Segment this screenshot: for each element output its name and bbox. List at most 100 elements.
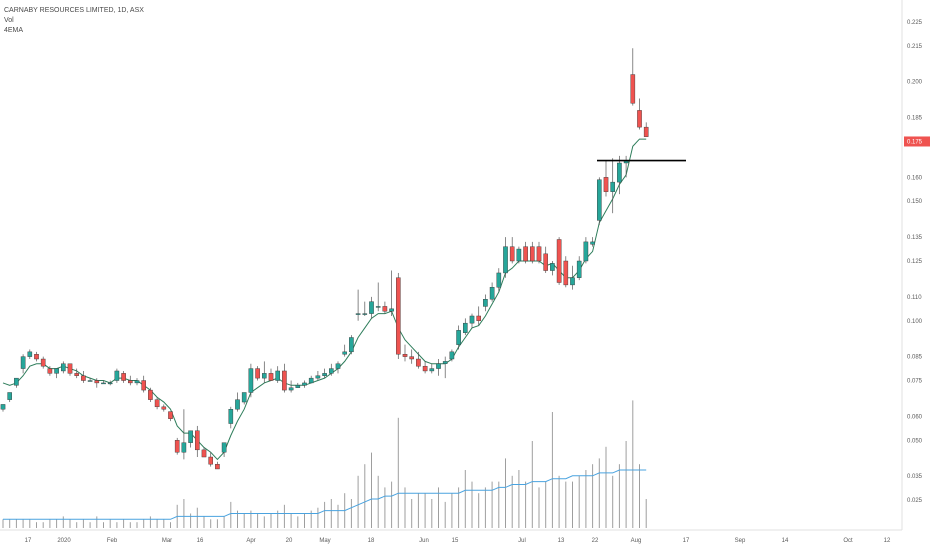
candle[interactable] (262, 361, 267, 383)
candle[interactable] (416, 351, 421, 369)
candle[interactable] (516, 246, 522, 264)
candle[interactable] (469, 313, 475, 328)
candle[interactable] (375, 282, 381, 312)
candle[interactable] (402, 344, 408, 362)
candle[interactable] (489, 282, 495, 302)
candle[interactable] (54, 368, 59, 379)
candle[interactable] (563, 256, 569, 288)
candle[interactable] (576, 256, 582, 281)
candle[interactable] (121, 370, 126, 383)
candle[interactable] (208, 452, 214, 467)
volume-indicator-label[interactable]: Vol (4, 17, 14, 24)
candle[interactable] (409, 349, 415, 364)
candle[interactable] (637, 98, 642, 130)
candle[interactable] (288, 380, 294, 393)
candle[interactable] (241, 392, 247, 405)
candle[interactable] (14, 377, 19, 388)
candle[interactable] (335, 361, 341, 374)
candle[interactable] (302, 380, 307, 388)
candle[interactable] (610, 158, 615, 214)
candle[interactable] (7, 392, 12, 403)
candle[interactable] (597, 177, 602, 226)
candle[interactable] (476, 306, 482, 326)
candle[interactable] (248, 363, 254, 398)
candle[interactable] (503, 237, 508, 278)
candle[interactable] (329, 363, 334, 376)
candle[interactable] (27, 349, 33, 360)
candle[interactable] (456, 325, 461, 350)
candle[interactable] (355, 289, 361, 321)
candle[interactable] (221, 442, 227, 458)
candle[interactable] (181, 409, 187, 460)
candle[interactable] (449, 349, 455, 362)
candle[interactable] (174, 437, 180, 455)
candle[interactable] (201, 447, 207, 458)
candle[interactable] (0, 404, 6, 412)
candle[interactable] (643, 122, 649, 137)
candle[interactable] (228, 406, 234, 429)
candle[interactable] (543, 246, 548, 273)
candle[interactable] (369, 296, 374, 319)
candle[interactable] (422, 361, 428, 374)
candle[interactable] (536, 241, 542, 264)
candle[interactable] (496, 268, 502, 293)
candle[interactable] (442, 356, 448, 379)
ema-indicator-label[interactable]: 4EMA (4, 27, 24, 34)
candle[interactable] (322, 368, 327, 379)
candle[interactable] (349, 335, 354, 355)
candle[interactable] (268, 368, 274, 381)
candle[interactable] (483, 294, 488, 312)
candle[interactable] (87, 378, 93, 382)
candle[interactable] (389, 270, 394, 316)
candle[interactable] (429, 363, 435, 374)
candle[interactable] (556, 237, 562, 285)
candle[interactable] (188, 430, 193, 448)
candle[interactable] (148, 387, 153, 403)
candle[interactable] (161, 404, 167, 412)
candle[interactable] (617, 155, 622, 195)
candle[interactable] (74, 368, 79, 379)
candle[interactable] (194, 425, 200, 458)
candle[interactable] (630, 48, 636, 106)
candle[interactable] (94, 378, 100, 388)
candle[interactable] (308, 375, 314, 384)
candle[interactable] (107, 380, 113, 386)
volume-bar (444, 501, 446, 528)
candle[interactable] (275, 366, 281, 383)
candle[interactable] (67, 363, 73, 376)
candle[interactable] (463, 318, 468, 336)
candle[interactable] (282, 363, 287, 393)
candle[interactable] (235, 392, 240, 412)
candle[interactable] (40, 356, 46, 369)
candle[interactable] (530, 241, 535, 264)
candle[interactable] (134, 378, 140, 386)
candle[interactable] (523, 241, 528, 264)
candle[interactable] (315, 370, 321, 381)
candle[interactable] (550, 261, 555, 276)
candle[interactable] (583, 237, 589, 264)
candle[interactable] (154, 397, 160, 410)
candle[interactable] (362, 301, 368, 316)
candle[interactable] (20, 354, 26, 374)
candle[interactable] (114, 368, 120, 383)
candle[interactable] (436, 359, 441, 376)
candle[interactable] (295, 382, 301, 388)
candle[interactable] (382, 301, 388, 314)
candle[interactable] (127, 375, 133, 386)
candle[interactable] (590, 237, 595, 247)
candle[interactable] (81, 370, 86, 383)
candle[interactable] (34, 351, 39, 362)
candle[interactable] (396, 272, 401, 360)
candle[interactable] (215, 461, 220, 470)
candle[interactable] (141, 375, 147, 393)
candle[interactable] (255, 366, 260, 381)
candle[interactable] (47, 366, 53, 376)
candle[interactable] (603, 160, 609, 197)
candle[interactable] (101, 380, 106, 385)
candle[interactable] (168, 411, 173, 422)
candle[interactable] (509, 237, 515, 264)
candle[interactable] (61, 361, 66, 374)
candle[interactable] (570, 265, 575, 290)
candle[interactable] (342, 344, 348, 357)
